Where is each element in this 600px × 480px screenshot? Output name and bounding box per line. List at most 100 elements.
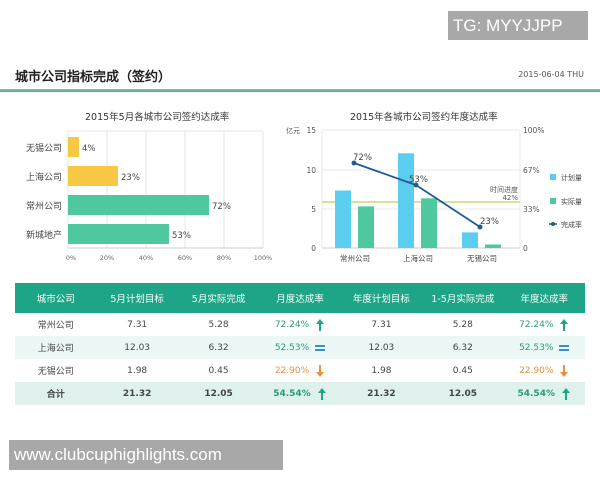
- rate-value: 54.54%: [517, 388, 555, 399]
- rate-value: 22.90%: [519, 365, 554, 376]
- trend-up-icon: [316, 318, 325, 331]
- y-tick: 5: [311, 205, 316, 214]
- value-label: 72%: [212, 202, 231, 212]
- column-header: 城市公司: [36, 294, 75, 305]
- month-plan-cell: 1.98: [127, 365, 148, 376]
- time-progress-value: 42%: [502, 194, 518, 202]
- legend-rate-label: 完成率: [561, 220, 582, 229]
- trend-up-icon: [317, 387, 326, 400]
- legend-actual-label: 实际量: [561, 197, 582, 206]
- trend-flat-icon: [315, 344, 326, 351]
- x-tick: 20%: [100, 254, 114, 262]
- table-total-row: 合计 21.32 12.05 54.54% 21.32 12.05 54.54%: [15, 382, 585, 405]
- header-divider: [0, 89, 600, 92]
- right-chart-title: 2015年各城市公司签约年度达成率: [350, 112, 498, 123]
- x-category: 上海公司: [403, 253, 433, 263]
- table-row: 上海公司 12.03 6.32 52.53% 12.03 6.32 52.53%: [15, 336, 585, 359]
- trend-up-icon: [561, 387, 570, 400]
- rate-value: 72.24%: [519, 319, 554, 330]
- year-actual-cell: 12.05: [448, 388, 478, 399]
- y-tick: 15: [306, 126, 316, 135]
- cat-label: 无锡公司: [26, 143, 62, 154]
- rate-value: 52.53%: [274, 342, 310, 353]
- month-rate-cell: 54.54%: [259, 387, 340, 400]
- year-rate-cell: 54.54%: [504, 387, 585, 400]
- trend-flat-icon: [559, 344, 570, 351]
- legend-actual-swatch: [550, 198, 556, 204]
- x-tick: 40%: [139, 254, 153, 262]
- rate-point: [351, 160, 357, 166]
- rate-value: 52.53%: [519, 342, 554, 353]
- legend-rate-marker: [551, 222, 555, 226]
- y2-tick: 100%: [523, 126, 544, 135]
- year-actual-cell: 0.45: [452, 365, 473, 376]
- year-rate-cell: 72.24%: [504, 318, 585, 331]
- y2-tick: 0: [523, 244, 528, 253]
- bar-wuxi: [68, 137, 79, 157]
- performance-table: 城市公司 5月计划目标 5月实际完成 月度达成率 年度计划目标 1-5月实际完成…: [15, 283, 585, 405]
- report-date: 2015-06-04 THU: [518, 70, 584, 79]
- bar-plan-shanghai: [398, 153, 414, 248]
- city-cell: 上海公司: [37, 344, 74, 354]
- month-plan-cell: 21.32: [122, 388, 152, 399]
- month-actual-cell: 0.45: [208, 365, 229, 376]
- left-bar-chart: 无锡公司 上海公司 常州公司 新城地产 4% 23% 72% 53% 0% 20…: [26, 130, 272, 262]
- bar-actual-wuxi: [485, 244, 501, 248]
- city-cell: 常州公司: [37, 321, 74, 331]
- value-label: 53%: [172, 231, 191, 241]
- watermark-bottom: www.clubcuphighlights.com: [9, 440, 283, 470]
- cat-label: 新城地产: [26, 229, 62, 241]
- month-actual-cell: 5.28: [208, 319, 229, 330]
- x-tick: 0%: [66, 254, 76, 262]
- year-actual-cell: 6.32: [452, 342, 473, 353]
- year-plan-cell: 1.98: [371, 365, 392, 376]
- rate-point: [477, 224, 483, 230]
- column-header: 1-5月实际完成: [431, 294, 495, 305]
- y2-tick: 67%: [523, 166, 540, 175]
- bar-plan-wuxi: [462, 232, 478, 248]
- value-label: 4%: [82, 144, 96, 154]
- trend-down-icon: [316, 364, 325, 377]
- rate-label: 23%: [480, 217, 499, 227]
- x-category: 常州公司: [340, 254, 370, 263]
- rate-label: 72%: [353, 153, 372, 163]
- bar-plan-changzhou: [335, 190, 351, 248]
- bar-changzhou: [68, 195, 209, 215]
- x-category: 无锡公司: [467, 254, 497, 263]
- value-label: 23%: [121, 173, 140, 183]
- year-plan-cell: 12.03: [368, 342, 395, 353]
- month-plan-cell: 12.03: [124, 342, 151, 353]
- y-axis-unit: 亿元: [286, 126, 300, 135]
- rate-label: 53%: [409, 175, 428, 185]
- legend-plan-swatch: [550, 174, 556, 180]
- y2-tick: 33%: [523, 205, 540, 214]
- y-tick: 0: [311, 244, 316, 253]
- rate-value: 22.90%: [274, 365, 310, 376]
- page-title: 城市公司指标完成（签约）: [15, 70, 172, 85]
- column-header: 年度达成率: [520, 294, 568, 305]
- rate-value: 54.54%: [273, 388, 311, 399]
- column-header: 月度达成率: [276, 294, 324, 305]
- x-tick: 80%: [217, 254, 231, 262]
- x-tick: 60%: [178, 254, 192, 262]
- month-rate-cell: 22.90%: [259, 364, 340, 377]
- year-plan-cell: 21.32: [367, 388, 396, 399]
- column-header: 5月实际完成: [191, 294, 246, 305]
- month-actual-cell: 6.32: [208, 342, 229, 353]
- month-rate-cell: 52.53%: [259, 342, 340, 354]
- bar-shanghai: [68, 166, 118, 186]
- table-row: 常州公司 7.31 5.28 72.24% 7.31 5.28 72.24%: [15, 313, 585, 336]
- left-chart-title: 2015年5月各城市公司签约达成率: [85, 112, 230, 123]
- year-rate-cell: 22.90%: [504, 364, 585, 377]
- rate-point: [413, 182, 419, 188]
- rate-value: 72.24%: [274, 319, 310, 330]
- time-progress-label: 时间进度: [490, 185, 518, 194]
- y-tick: 10: [306, 166, 316, 175]
- year-rate-cell: 52.53%: [504, 342, 585, 354]
- trend-down-icon: [560, 364, 569, 377]
- column-header: 5月计划目标: [110, 294, 164, 305]
- column-header: 年度计划目标: [352, 294, 410, 305]
- cat-label: 上海公司: [26, 171, 62, 183]
- table-header-row: 城市公司 5月计划目标 5月实际完成 月度达成率 年度计划目标 1-5月实际完成…: [15, 283, 585, 313]
- chart-legend: 计划量 实际量 完成率: [549, 173, 582, 229]
